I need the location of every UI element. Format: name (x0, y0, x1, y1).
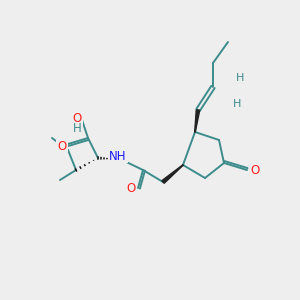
Text: O: O (250, 164, 260, 176)
Text: O: O (126, 182, 136, 194)
Text: O: O (57, 140, 67, 154)
Text: H: H (233, 99, 241, 109)
Text: H: H (73, 122, 81, 136)
Polygon shape (162, 165, 183, 183)
Text: O: O (72, 112, 82, 125)
Polygon shape (195, 110, 200, 132)
Text: NH: NH (109, 149, 127, 163)
Text: H: H (236, 73, 244, 83)
